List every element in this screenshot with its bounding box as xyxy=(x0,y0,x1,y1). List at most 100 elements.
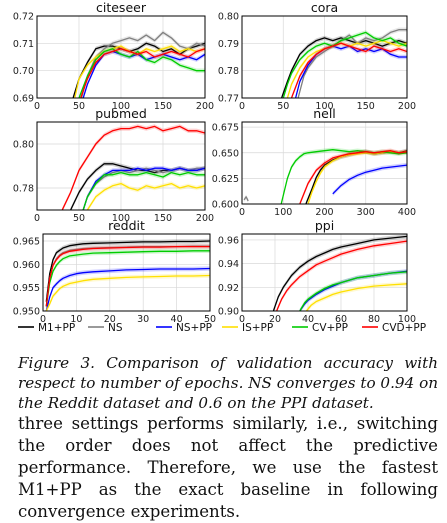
y-tick-label: 0.625 xyxy=(212,174,239,185)
legend-label-is-pluspp: IS+PP xyxy=(242,322,273,334)
legend-label-cv-pluspp: CV+PP xyxy=(312,322,348,334)
chart-cora: cora 0 50 100 150 200 0.77 0.78 0.79 0.80 xyxy=(218,0,416,112)
x-tick-label: 20 xyxy=(269,314,281,325)
y-tick-label: 0.70 xyxy=(13,66,34,77)
legend-label-m1-pluspp: M1+PP xyxy=(38,322,75,334)
y-tick-label: 0.78 xyxy=(13,184,34,195)
x-tick-label: 150 xyxy=(154,101,172,112)
x-tick-label: 0 xyxy=(239,207,245,218)
y-tick-label: 0.77 xyxy=(218,94,239,105)
y-tick-label: 0.96 xyxy=(218,235,239,246)
chart-title: reddit xyxy=(108,218,145,233)
series-group xyxy=(72,30,205,98)
y-tick-label: 0.71 xyxy=(13,39,34,50)
series-line-cvd-pluspp xyxy=(276,240,407,311)
x-tick-label: 300 xyxy=(357,207,375,218)
y-tick-label: 0.955 xyxy=(13,283,40,294)
y-tick-label: 0.950 xyxy=(13,307,40,318)
y-tick-label: 0.94 xyxy=(218,259,239,270)
x-tick-label: 50 xyxy=(277,101,289,112)
plot-frame xyxy=(36,15,206,99)
series-line-cv-pluspp xyxy=(282,31,407,98)
legend-label-cvd-pluspp: CVD+PP xyxy=(382,322,426,334)
x-tick-label: 200 xyxy=(196,213,214,224)
y-tick-label: 0.72 xyxy=(13,12,34,23)
series-line-cv-pluspp xyxy=(78,48,205,98)
chart-title: ppi xyxy=(315,218,334,233)
x-tick-label: 40 xyxy=(302,314,314,325)
x-tick-label: 60 xyxy=(335,314,347,325)
y-tick-label: 0.69 xyxy=(13,94,34,105)
plot-frame xyxy=(241,233,408,312)
series-band-cv-pluspp xyxy=(79,46,205,98)
figure-caption: Figure 3. Comparison of validation accur… xyxy=(18,353,438,413)
x-tick-label: 100 xyxy=(315,101,333,112)
chart-title: citeseer xyxy=(96,0,147,15)
series-line-is-pluspp xyxy=(305,283,407,311)
series-group xyxy=(45,238,210,311)
chart-ppi: ppi 0 20 40 60 80 100 0.90 0.92 0.94 0.96 xyxy=(218,218,416,325)
x-tick-label: 150 xyxy=(154,213,172,224)
series-line-cv-pluspp xyxy=(45,250,210,307)
chart-nell: nell 0 100 200 300 400 0.600 0.625 0.650 0.675 xyxy=(212,106,416,218)
x-tick-label: 50 xyxy=(73,101,85,112)
y-tick-label: 0.80 xyxy=(218,12,239,23)
series-band-m1-pluspp xyxy=(70,161,205,210)
caption-text: Comparison of validation accuracy with r… xyxy=(18,354,439,412)
series-line-cvd-pluspp xyxy=(80,48,205,98)
x-tick-label: 20 xyxy=(104,314,116,325)
y-tick-label: 0.90 xyxy=(218,307,239,318)
x-tick-label: 10 xyxy=(70,314,82,325)
x-tick-label: 40 xyxy=(171,314,183,325)
x-tick-label: 200 xyxy=(315,207,333,218)
plot-frame xyxy=(241,15,408,99)
series-line-m1-pluspp xyxy=(280,37,407,98)
chart-reddit: reddit 0 10 20 30 40 50 0.950 0.955 0.960 0.965 xyxy=(13,218,216,325)
x-tick-label: 50 xyxy=(204,314,216,325)
chart-title: nell xyxy=(313,106,336,121)
x-tick-label: 0 xyxy=(239,101,245,112)
series-band-ns xyxy=(244,194,249,204)
y-tick-label: 0.80 xyxy=(13,140,34,151)
series-line-ns-pluspp xyxy=(82,50,205,98)
x-tick-label: 200 xyxy=(196,101,214,112)
series-line-cv-pluspp xyxy=(82,171,205,210)
series-band-is-pluspp xyxy=(306,281,407,311)
plot-frame xyxy=(241,121,408,205)
x-tick-label: 150 xyxy=(357,101,375,112)
plot-frame xyxy=(36,121,206,211)
series-line-cvd-pluspp xyxy=(299,150,407,204)
y-tick-label: 0.92 xyxy=(218,283,239,294)
y-tick-label: 0.650 xyxy=(212,148,239,159)
y-tick-label: 0.600 xyxy=(212,200,239,211)
x-tick-label: 400 xyxy=(398,207,416,218)
chart-pubmed: pubmed 0 50 100 150 200 0.78 0.80 xyxy=(13,106,214,224)
series-group xyxy=(280,27,407,98)
y-tick-label: 0.78 xyxy=(218,66,239,77)
series-line-m1-pluspp xyxy=(72,42,205,98)
series-line-is-pluspp xyxy=(86,182,205,210)
y-tick-label: 0.79 xyxy=(218,39,239,50)
series-group xyxy=(61,124,205,210)
x-tick-label: 0 xyxy=(34,101,40,112)
series-line-ns-pluspp xyxy=(45,267,210,311)
series-band-ns-pluspp xyxy=(332,162,407,196)
x-tick-label: 100 xyxy=(274,207,292,218)
paragraph-text: three settings performs similarly, i.e.,… xyxy=(18,414,438,521)
legend-label-ns-pluspp: NS+PP xyxy=(176,322,212,334)
series-line-m1-pluspp xyxy=(272,235,407,311)
series-line-ns xyxy=(243,196,249,202)
x-tick-label: 0 xyxy=(40,314,46,325)
series-line-cvd-pluspp xyxy=(45,245,210,307)
series-line-cv-pluspp xyxy=(299,271,407,311)
legend: M1+PP NS NS+PP IS+PP CV+PP CVD+PP xyxy=(18,322,426,334)
series-band-is-pluspp xyxy=(308,149,407,204)
series-line-m1-pluspp xyxy=(45,240,210,302)
series-line-cvd-pluspp xyxy=(290,42,407,98)
series-band-ns-pluspp xyxy=(46,266,210,311)
series-group xyxy=(243,147,407,204)
series-line-is-pluspp xyxy=(307,151,407,204)
series-band-cvd-pluspp xyxy=(62,124,205,210)
caption-label: Figure 3. xyxy=(18,354,95,372)
